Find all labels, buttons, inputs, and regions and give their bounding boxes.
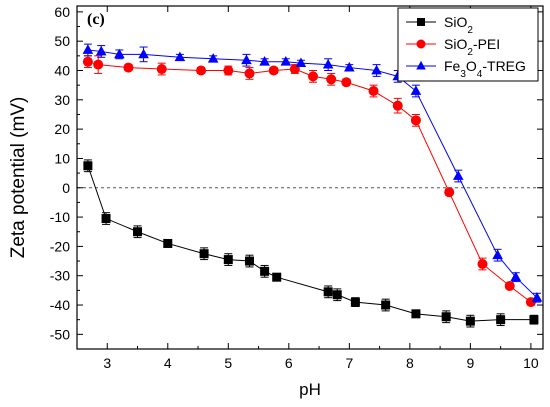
data-point — [268, 65, 279, 76]
legend-entry-1: SiO2-PEI — [406, 36, 500, 58]
legend-label: SiO2-PEI — [444, 36, 500, 58]
data-point — [223, 255, 233, 265]
data-point — [241, 54, 252, 65]
x-tick-label: 8 — [406, 355, 414, 371]
y-tick-label: -10 — [50, 209, 70, 225]
y-tick-label: 0 — [62, 180, 70, 196]
data-point — [411, 309, 421, 319]
series-1 — [82, 55, 536, 308]
data-point — [496, 315, 506, 325]
data-point — [341, 77, 352, 88]
y-axis-title: Zeta potential (mV) — [8, 97, 29, 259]
data-point — [417, 18, 425, 26]
data-point — [441, 312, 451, 322]
data-point — [196, 65, 207, 76]
y-tick-label: 50 — [54, 33, 70, 49]
data-point — [381, 300, 391, 310]
data-point — [350, 297, 360, 307]
x-tick-label: 10 — [523, 355, 539, 371]
y-tick-label: -40 — [50, 297, 70, 313]
data-point — [83, 161, 93, 171]
data-point — [477, 258, 488, 269]
data-point — [163, 238, 173, 248]
data-point — [332, 290, 342, 300]
plot-frame — [76, 5, 544, 350]
data-point — [223, 65, 234, 76]
data-point — [207, 53, 219, 63]
data-point — [510, 271, 522, 282]
data-point — [260, 266, 270, 276]
data-point — [259, 56, 270, 66]
x-tick-label: 3 — [103, 355, 111, 371]
data-point — [344, 61, 355, 72]
data-point — [272, 272, 282, 282]
data-point — [392, 100, 403, 111]
data-point — [371, 64, 382, 75]
panel-label: (c) — [87, 11, 105, 28]
y-tick-label: 10 — [54, 150, 70, 166]
data-point — [465, 316, 475, 326]
x-tick-label: 9 — [466, 355, 474, 371]
series-line — [87, 49, 538, 299]
data-point — [101, 214, 111, 224]
data-point — [174, 51, 186, 62]
data-point — [323, 287, 333, 297]
y-tick-label: 20 — [54, 121, 70, 137]
data-point — [156, 64, 167, 75]
y-tick-label: 60 — [54, 4, 70, 20]
labels-layer: 3 4 5 6 7 8 9 10 60 50 40 30 20 10 0 -10 -20 -30 -40 -50 pH Z… — [8, 4, 539, 399]
data-point — [452, 170, 464, 180]
series-line — [87, 165, 534, 322]
data-point — [416, 39, 426, 49]
legend-entry-2: Fe3O4-TREG — [406, 58, 526, 80]
legend-label: SiO2 — [444, 14, 473, 36]
y-tick-label: -20 — [50, 238, 70, 254]
data-point — [410, 85, 422, 95]
x-tick-label: 5 — [224, 355, 232, 371]
data-point — [82, 44, 94, 54]
data-point — [504, 280, 515, 291]
x-axis-title: pH — [299, 380, 321, 399]
data-point — [95, 45, 107, 56]
data-point — [416, 60, 426, 70]
data-point — [82, 56, 93, 67]
data-point — [410, 115, 421, 126]
data-point — [280, 56, 292, 66]
y-tick-label: 40 — [54, 62, 70, 78]
data-point — [322, 58, 334, 69]
series-line — [87, 61, 532, 303]
data-point — [295, 57, 307, 68]
x-tick-label: 6 — [285, 355, 293, 371]
data-point — [138, 48, 149, 59]
legend-label: Fe3O4-TREG — [444, 58, 526, 80]
data-point — [444, 187, 455, 198]
x-tick-label: 4 — [164, 355, 172, 371]
x-tick-label: 7 — [345, 355, 353, 371]
data-point — [529, 315, 539, 325]
data-point — [133, 227, 143, 237]
series-2 — [82, 43, 543, 303]
data-point — [492, 249, 503, 260]
data-point — [531, 292, 543, 302]
data-point — [244, 256, 254, 266]
series-layer — [82, 43, 543, 328]
legend-entry-0: SiO2 — [406, 14, 473, 36]
data-point — [93, 59, 104, 70]
data-point — [326, 74, 337, 85]
data-point — [244, 68, 255, 79]
data-point — [199, 249, 209, 259]
y-tick-label: -30 — [50, 268, 70, 284]
data-point — [123, 62, 134, 73]
axes — [76, 5, 544, 350]
y-tick-label: 30 — [54, 92, 70, 108]
data-point — [114, 48, 125, 59]
data-point — [308, 71, 319, 82]
series-0 — [83, 159, 539, 328]
y-tick-label: -50 — [50, 326, 70, 342]
data-point — [368, 86, 379, 97]
